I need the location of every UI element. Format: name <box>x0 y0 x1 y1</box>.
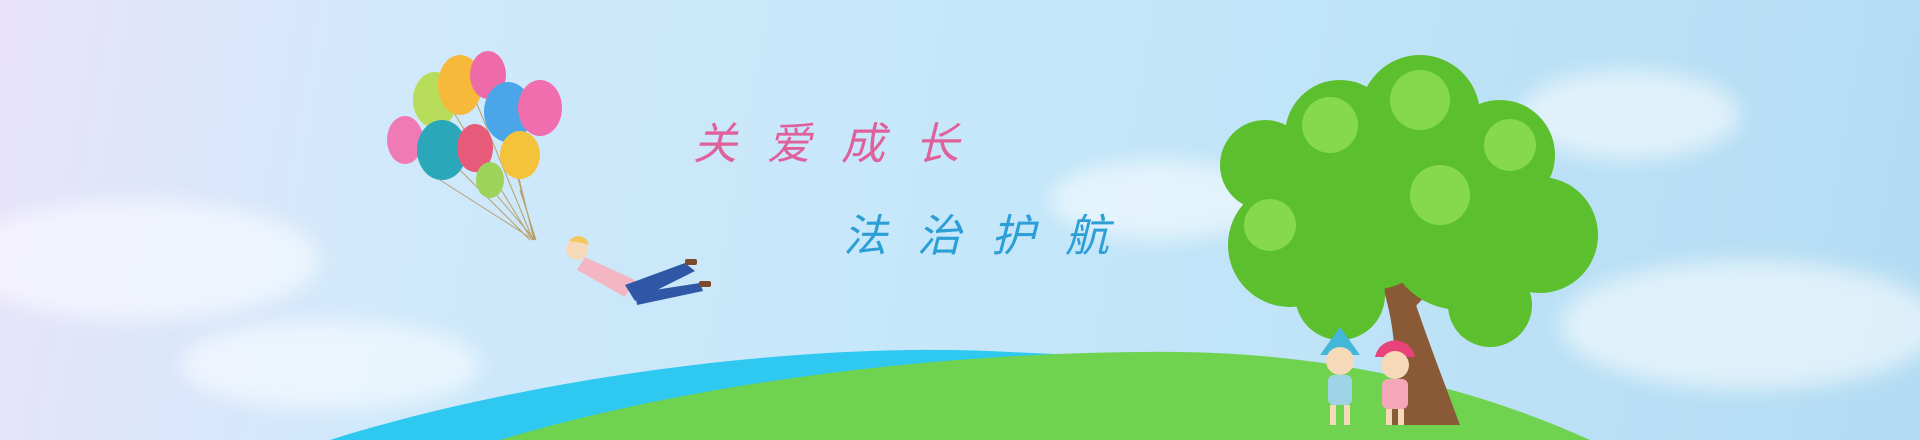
flying-person-icon <box>566 236 711 305</box>
cloud <box>0 200 320 320</box>
slogan-line-2: 法治护航 <box>843 211 1139 262</box>
tree-icon <box>1220 55 1598 425</box>
cloud <box>1560 260 1920 390</box>
cloud <box>1520 70 1740 160</box>
balloons-icon <box>387 51 562 241</box>
grass-hill <box>500 351 1590 440</box>
cloud <box>180 320 480 410</box>
slogan-line-1: 关爱成长 <box>693 119 989 170</box>
children-icon <box>1320 327 1415 425</box>
